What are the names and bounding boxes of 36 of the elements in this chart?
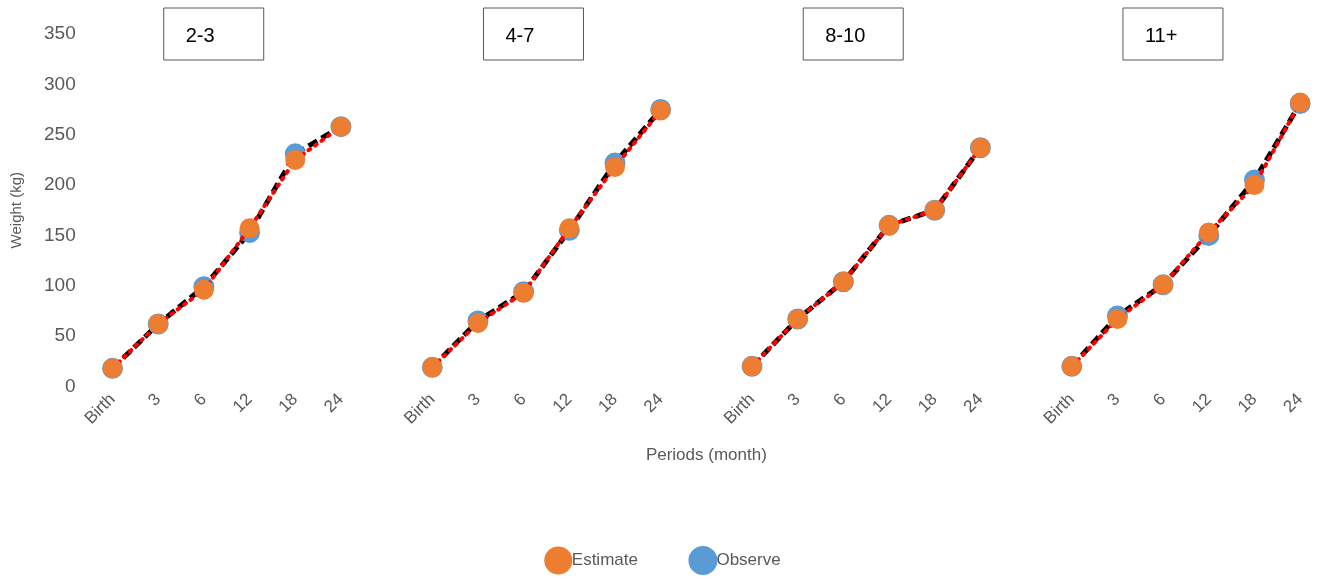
y-axis-title: Weight (kg) — [7, 172, 25, 249]
x-tick-label: 18 — [914, 389, 941, 417]
x-tick-label: 24 — [959, 389, 987, 417]
x-tick-label: 6 — [1149, 389, 1170, 410]
annotation: 8-10 — [825, 23, 866, 46]
y-tick-label: 150 — [44, 223, 76, 245]
x-tick-label: 24 — [640, 389, 667, 417]
y-tick-label: 200 — [44, 173, 76, 195]
annotation: 11+ — [1144, 23, 1178, 46]
x-tick-label: 24 — [320, 389, 348, 417]
annotation: 4-7 — [505, 23, 535, 46]
y-tick-label: 250 — [44, 122, 76, 144]
x-tick-label: 12 — [868, 389, 896, 417]
x-tick-label: 12 — [228, 389, 256, 417]
y-tick-label: 350 — [44, 22, 76, 44]
x-tick-label: 3 — [1103, 389, 1124, 410]
x-tick-label: 18 — [1233, 389, 1261, 417]
y-tick-label: 300 — [44, 72, 76, 94]
x-tick-label: 6 — [189, 389, 211, 410]
annotation: 2-3 — [185, 23, 215, 46]
y-tick-label: 50 — [54, 324, 76, 346]
x-axis-title: Periods (month) — [645, 445, 767, 465]
x-tick-label: 6 — [829, 389, 850, 410]
x-tick-label: 12 — [548, 389, 576, 417]
y-tick-label: 100 — [44, 273, 76, 295]
y-tick-label: 0 — [65, 374, 76, 396]
legend-label: Observe — [716, 550, 781, 570]
x-tick-label: 6 — [509, 389, 530, 410]
x-tick-label: 3 — [463, 389, 485, 410]
legend-label: Estimate — [571, 550, 638, 570]
x-tick-label: 18 — [274, 389, 302, 417]
x-tick-label: 12 — [1188, 389, 1215, 417]
x-tick-label: 3 — [144, 389, 165, 410]
x-tick-label: 18 — [594, 389, 622, 417]
x-tick-label: 24 — [1279, 389, 1307, 417]
x-tick-label: 3 — [783, 389, 804, 410]
